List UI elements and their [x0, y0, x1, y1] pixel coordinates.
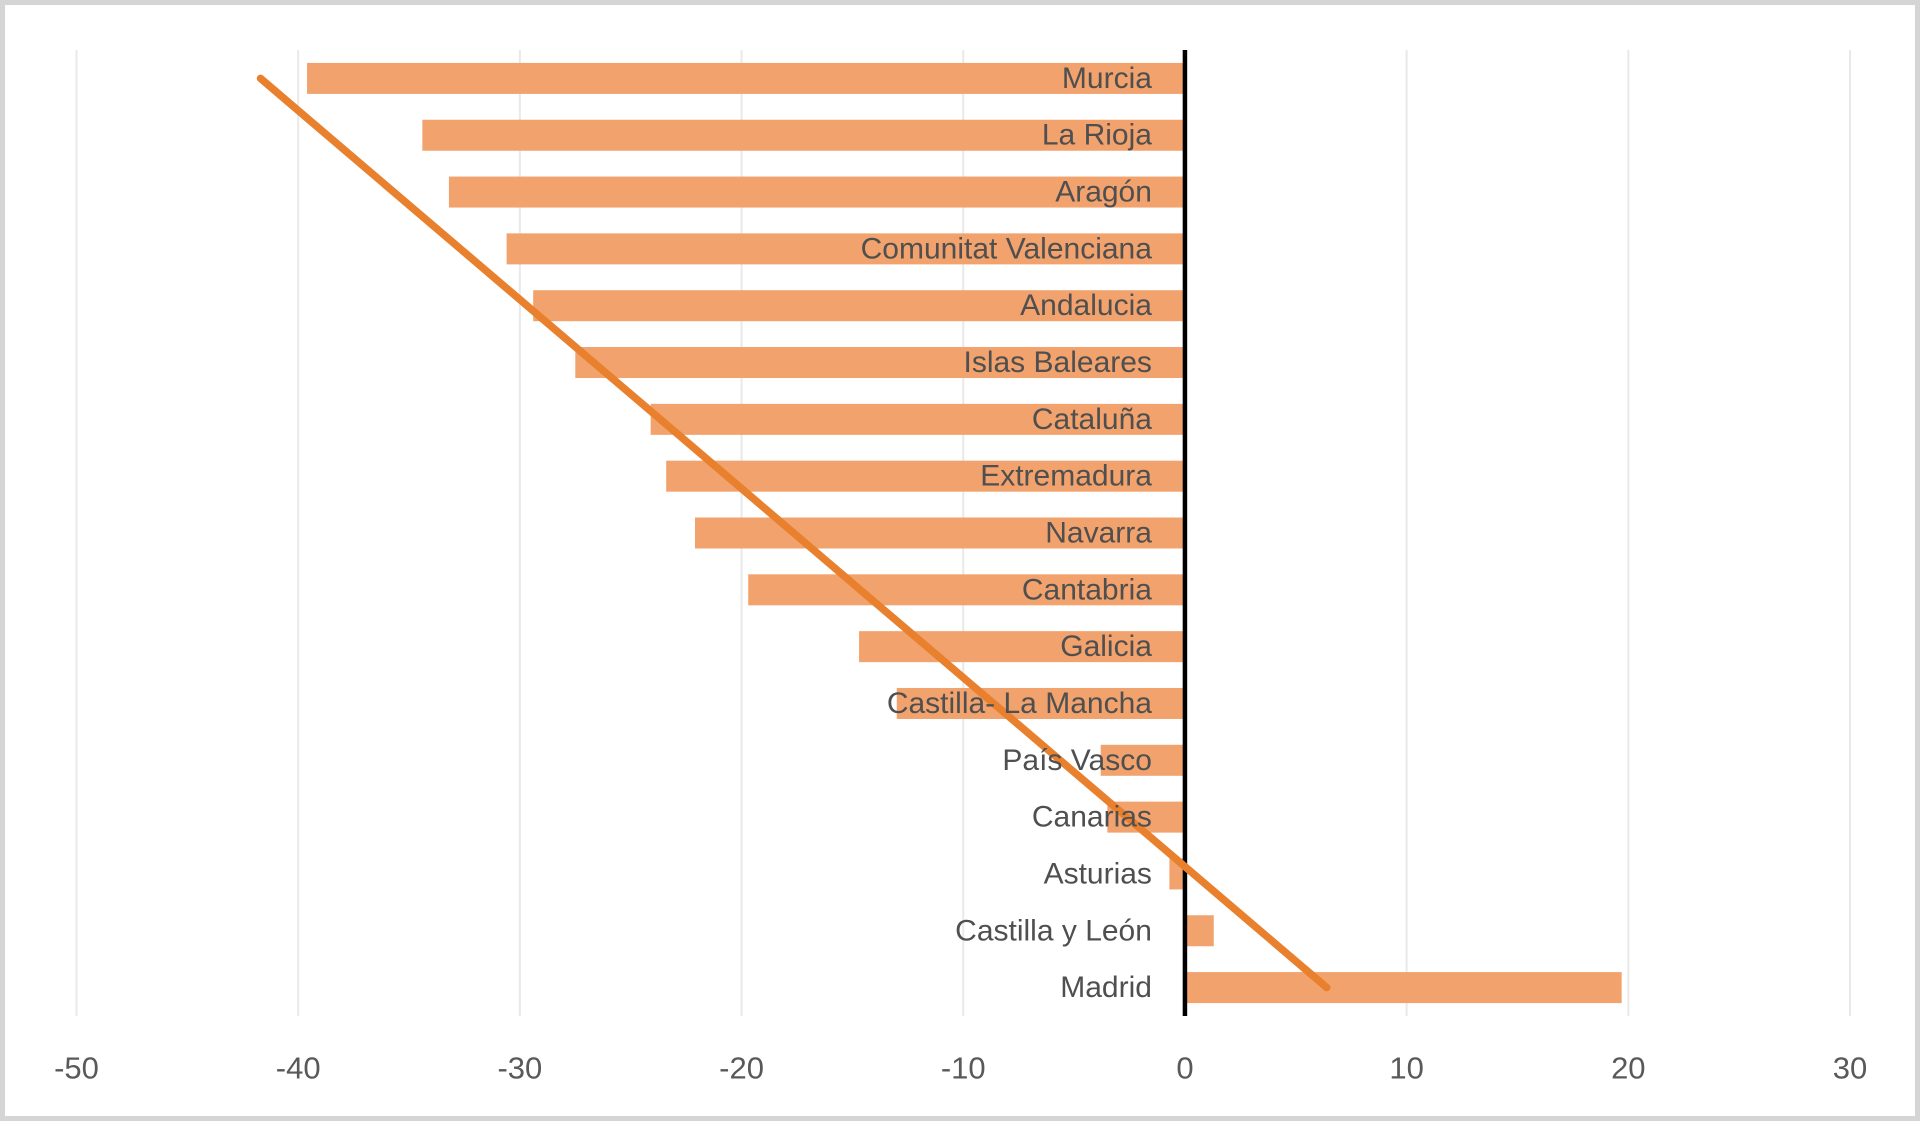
category-label-canarias: Canarias — [1032, 801, 1152, 834]
category-label-murcia: Murcia — [1062, 62, 1152, 95]
bar-extremadura — [666, 460, 1185, 492]
category-label-galicia: Galicia — [1060, 630, 1152, 663]
trendline — [256, 74, 1331, 992]
category-label-castilla-y-leon: Castilla y León — [955, 914, 1152, 947]
category-label-islas-baleares: Islas Baleares — [964, 346, 1152, 379]
bar-islas-baleares — [575, 347, 1185, 379]
bar-castilla-la-mancha — [896, 687, 1185, 719]
tick-label-0: 0 — [1176, 1051, 1193, 1086]
tick-label--20: -20 — [719, 1051, 764, 1086]
tick-label--50: -50 — [54, 1051, 99, 1086]
category-label-navarra: Navarra — [1045, 517, 1152, 550]
category-label-madrid: Madrid — [1060, 971, 1152, 1004]
category-label-pais-vasco: País Vasco — [1002, 744, 1152, 777]
tick-label--40: -40 — [276, 1051, 321, 1086]
category-label-cantabria: Cantabria — [1022, 573, 1152, 606]
tick-label--30: -30 — [497, 1051, 542, 1086]
bar-madrid — [1184, 972, 1622, 1004]
bar-comunitat-valenciana — [506, 233, 1185, 265]
bar-cataluna — [650, 403, 1185, 435]
category-label-extremadura: Extremadura — [980, 460, 1152, 493]
tick-label-20: 20 — [1611, 1051, 1645, 1086]
tick-label--10: -10 — [941, 1051, 986, 1086]
category-label-castilla-la-mancha: Castilla- La Mancha — [887, 687, 1152, 720]
bar-andalucia — [533, 290, 1185, 322]
bar-castilla-y-leon — [1184, 915, 1214, 947]
bar-aragon — [448, 176, 1185, 208]
category-label-comunitat-valenciana: Comunitat Valenciana — [861, 232, 1153, 265]
category-label-andalucia: Andalucia — [1020, 289, 1152, 322]
category-label-cataluna: Cataluña — [1032, 403, 1152, 436]
bar-la-rioja — [422, 119, 1185, 151]
category-label-la-rioja: La Rioja — [1042, 119, 1152, 152]
bar-cantabria — [748, 574, 1185, 606]
tick-label-30: 30 — [1833, 1051, 1867, 1086]
tick-label-10: 10 — [1389, 1051, 1423, 1086]
bar-murcia — [307, 62, 1185, 94]
category-label-aragon: Aragón — [1055, 176, 1152, 209]
category-label-asturias: Asturias — [1044, 857, 1152, 890]
bar-pais-vasco — [1100, 744, 1185, 776]
